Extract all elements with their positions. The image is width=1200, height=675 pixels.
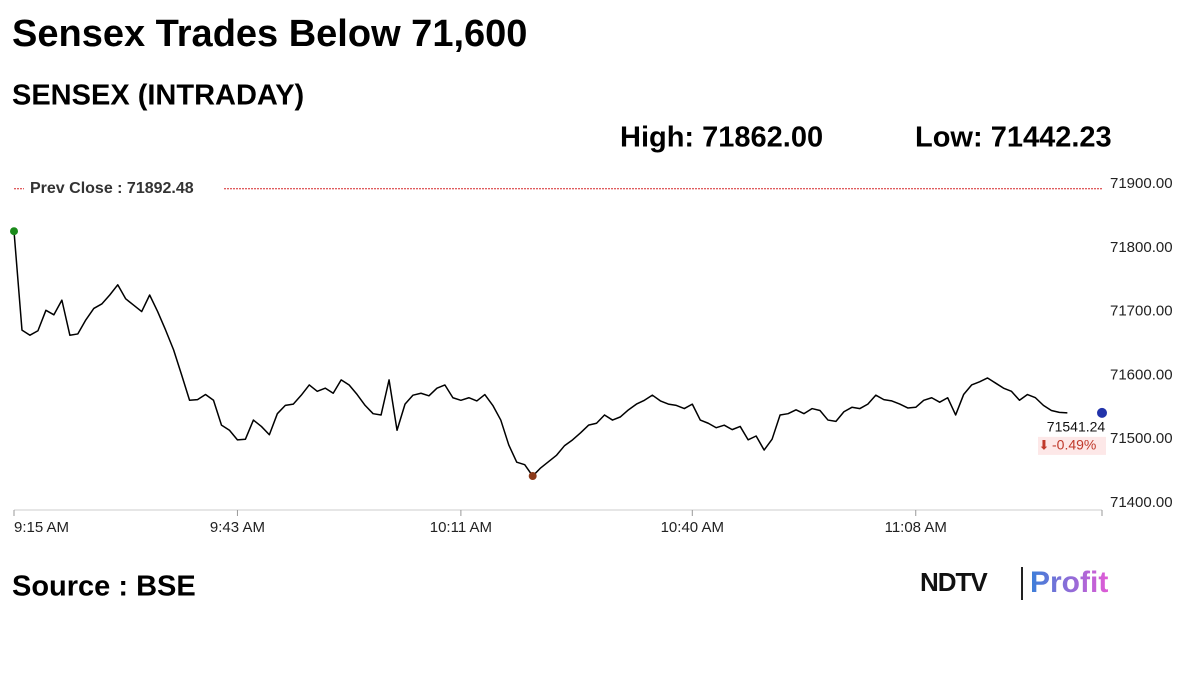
prev-close-bg: [24, 177, 224, 200]
low-label: Low: 71442.23: [915, 122, 1112, 154]
prev-close-label: Prev Close : 71892.48: [30, 180, 194, 197]
last-dot: [1097, 407, 1107, 418]
open-dot: [10, 227, 18, 236]
logo-profit: Profit: [1030, 566, 1108, 599]
change-label: -0.49%: [1052, 437, 1096, 453]
high-label: High: 71862.00: [620, 122, 823, 154]
change-bg: [1038, 436, 1106, 455]
low-dot: [528, 472, 537, 481]
last-value-label: 71541.24: [1047, 419, 1106, 435]
logo-ndtv: NDTV: [920, 567, 988, 597]
x-tick-label: 11:08 AM: [885, 519, 947, 536]
y-tick-label: 71400.00: [1110, 494, 1173, 511]
chart-subtitle: SENSEX (INTRADAY): [12, 80, 304, 112]
change-arrow: ⬇: [1039, 437, 1050, 452]
y-tick-label: 71900.00: [1110, 175, 1173, 192]
x-tick-label: 9:15 AM: [14, 519, 69, 536]
y-tick-label: 71500.00: [1110, 430, 1173, 447]
chart-title: Sensex Trades Below 71,600: [12, 13, 527, 55]
y-tick-label: 71600.00: [1110, 366, 1173, 383]
source: Source : BSE: [12, 571, 196, 603]
x-tick-label: 10:11 AM: [430, 519, 492, 536]
x-tick-label: 10:40 AM: [661, 519, 724, 536]
y-tick-label: 71800.00: [1110, 239, 1173, 256]
price-line: [13, 231, 1068, 477]
y-tick-label: 71700.00: [1110, 303, 1173, 320]
x-tick-label: 9:43 AM: [210, 519, 265, 536]
